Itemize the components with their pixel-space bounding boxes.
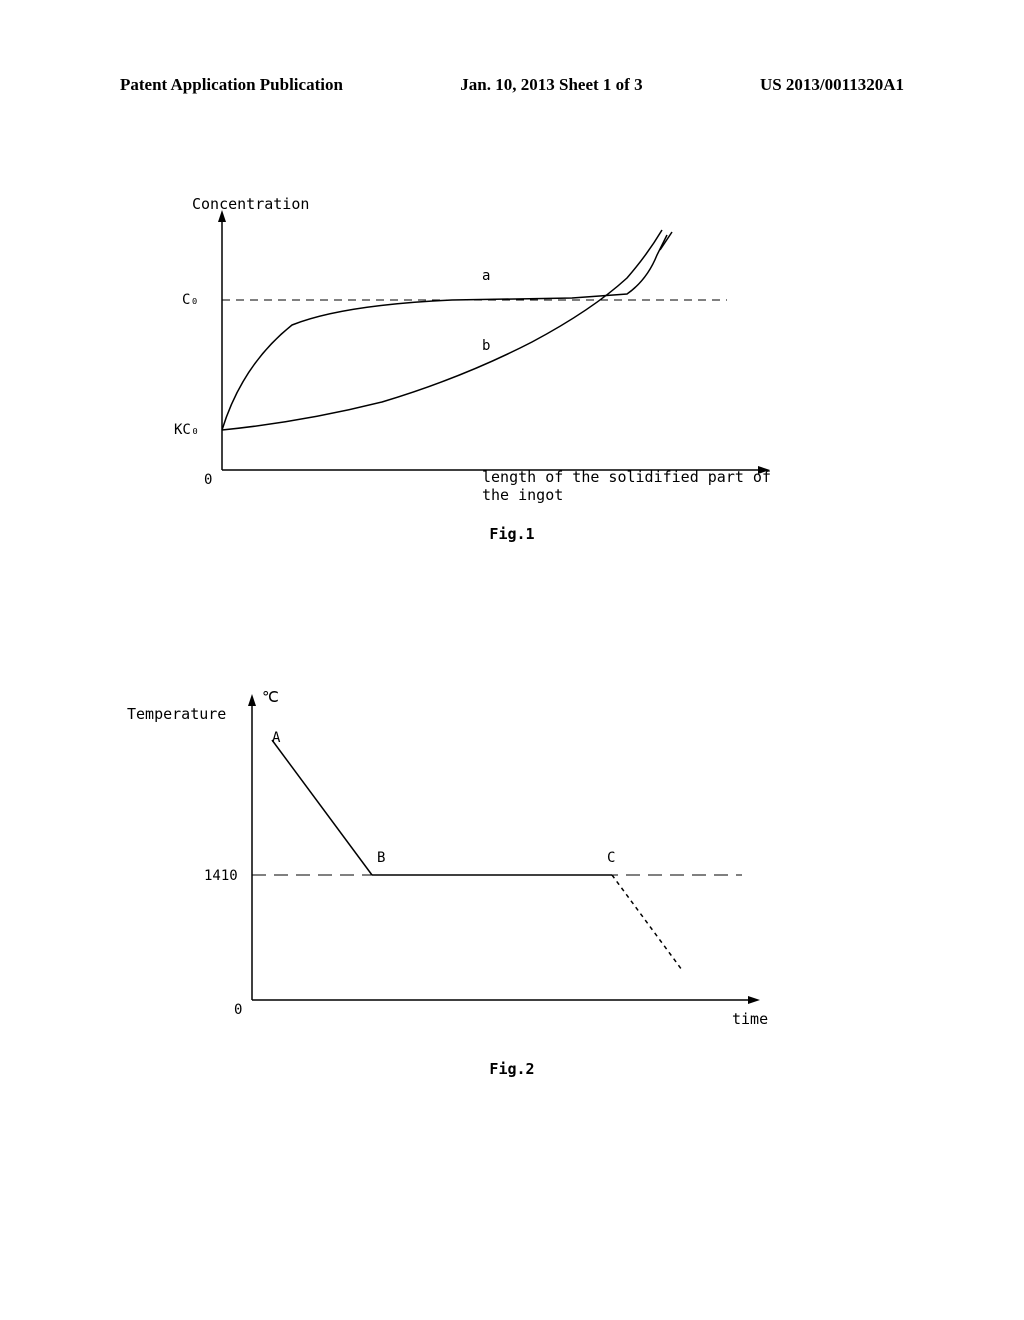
fig2-1410-label: 1410 xyxy=(204,868,238,884)
fig2-svg xyxy=(212,690,812,1030)
fig1-caption: Fig.1 xyxy=(489,525,534,543)
fig1-curve-b-label: b xyxy=(482,338,490,354)
fig2-point-a-label: A xyxy=(272,730,280,746)
fig1-kc0-label: KC₀ xyxy=(174,422,199,438)
fig2-origin-label: 0 xyxy=(234,1002,242,1018)
fig1-x-axis-label: length of the solidified part of the ing… xyxy=(482,468,802,504)
fig2-caption: Fig.2 xyxy=(489,1060,534,1078)
header-right: US 2013/0011320A1 xyxy=(760,75,904,95)
page-header: Patent Application Publication Jan. 10, … xyxy=(0,75,1024,95)
fig2-x-axis-label: time xyxy=(732,1010,768,1028)
figure-2: ℃ Temperature 1410 0 A B C time xyxy=(212,690,812,1070)
header-center: Jan. 10, 2013 Sheet 1 of 3 xyxy=(460,75,642,95)
fig1-svg xyxy=(202,210,822,500)
figure-1: Concentration C₀ KC₀ 0 a b length of the… xyxy=(202,210,822,530)
header-left: Patent Application Publication xyxy=(120,75,343,95)
fig1-origin-label: 0 xyxy=(204,472,212,488)
fig1-c0-label: C₀ xyxy=(182,292,199,308)
fig2-point-b-label: B xyxy=(377,850,385,866)
fig2-point-c-label: C xyxy=(607,850,615,866)
fig1-curve-a-label: a xyxy=(482,268,490,284)
